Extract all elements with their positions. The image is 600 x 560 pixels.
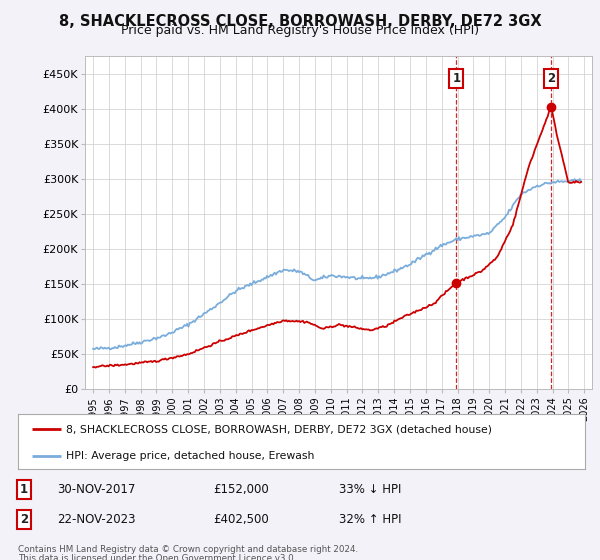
Text: This data is licensed under the Open Government Licence v3.0.: This data is licensed under the Open Gov… (18, 554, 296, 560)
Text: Price paid vs. HM Land Registry's House Price Index (HPI): Price paid vs. HM Land Registry's House … (121, 24, 479, 37)
Text: 2: 2 (547, 72, 555, 85)
Text: HPI: Average price, detached house, Erewash: HPI: Average price, detached house, Erew… (66, 451, 314, 460)
Text: 8, SHACKLECROSS CLOSE, BORROWASH, DERBY, DE72 3GX: 8, SHACKLECROSS CLOSE, BORROWASH, DERBY,… (59, 14, 541, 29)
Text: 8, SHACKLECROSS CLOSE, BORROWASH, DERBY, DE72 3GX (detached house): 8, SHACKLECROSS CLOSE, BORROWASH, DERBY,… (66, 424, 492, 434)
Text: 22-NOV-2023: 22-NOV-2023 (57, 513, 136, 526)
Text: 1: 1 (452, 72, 460, 85)
Text: Contains HM Land Registry data © Crown copyright and database right 2024.: Contains HM Land Registry data © Crown c… (18, 545, 358, 554)
Text: 1: 1 (20, 483, 28, 496)
Text: 32% ↑ HPI: 32% ↑ HPI (339, 513, 401, 526)
Text: £152,000: £152,000 (213, 483, 269, 496)
Text: 30-NOV-2017: 30-NOV-2017 (57, 483, 136, 496)
Text: 33% ↓ HPI: 33% ↓ HPI (339, 483, 401, 496)
Text: £402,500: £402,500 (213, 513, 269, 526)
Text: 2: 2 (20, 513, 28, 526)
